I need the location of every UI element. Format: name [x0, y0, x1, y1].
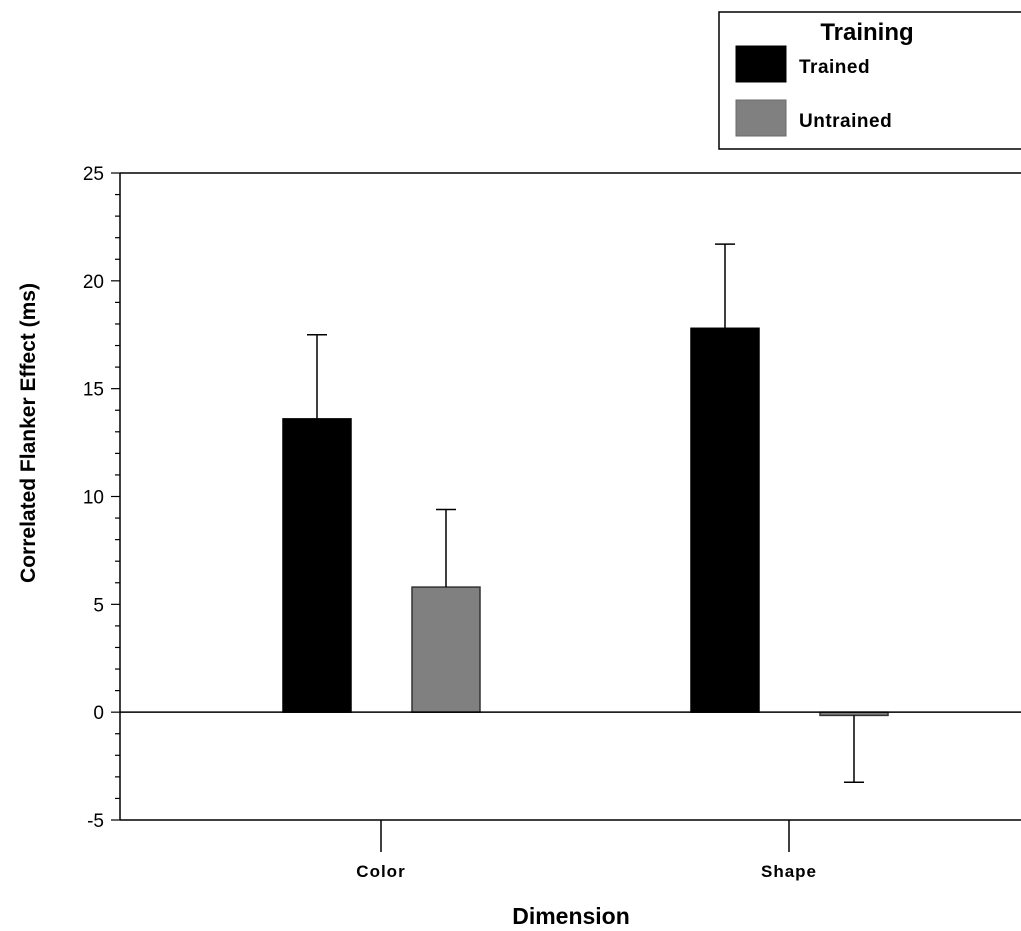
y-tick-label: 25: [83, 164, 104, 185]
y-tick-label: 0: [93, 703, 104, 724]
y-tick-label: 15: [83, 380, 104, 401]
bar-color-untrained: [411, 586, 481, 713]
x-axis-categories: Color Shape: [356, 820, 817, 881]
x-tick-label: Shape: [761, 862, 817, 881]
y-axis-title: Correlated Flanker Effect (ms): [17, 283, 40, 583]
legend-swatch-trained: [735, 45, 787, 83]
x-tick-label: Color: [356, 862, 405, 881]
y-tick-label: 20: [83, 272, 104, 293]
y-tick-label: -5: [87, 811, 104, 832]
x-axis-title: Dimension: [512, 903, 630, 929]
legend-title: Training: [820, 19, 913, 46]
legend: Training Trained Untrained: [718, 11, 1021, 150]
y-tick-label: 10: [83, 488, 104, 509]
legend-swatch-untrained: [735, 99, 787, 137]
error-bars-group: [307, 243, 864, 784]
legend-label-trained: Trained: [799, 57, 870, 78]
bar-shape-trained: [690, 327, 760, 713]
y-axis-ticks: -5 0 5 10 15 20 25: [83, 164, 120, 832]
bars-group: [282, 327, 889, 717]
bar-color-trained: [282, 418, 352, 713]
y-tick-label: 5: [93, 595, 104, 616]
legend-label-untrained: Untrained: [799, 111, 892, 132]
